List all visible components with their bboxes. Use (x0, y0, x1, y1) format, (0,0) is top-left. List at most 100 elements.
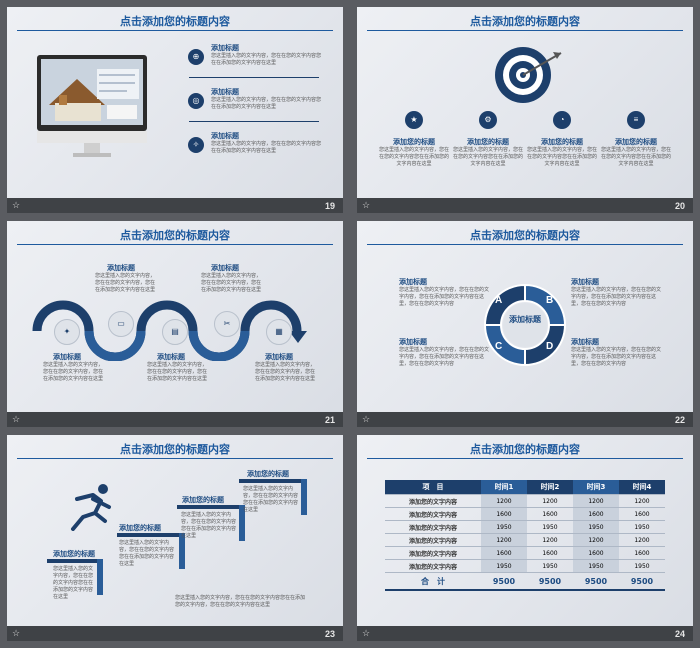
page-number: 24 (674, 629, 685, 639)
gear-badge-icon: ⚙ (479, 111, 497, 129)
step-bar (97, 559, 103, 595)
process-wave-arrow (32, 300, 307, 361)
page-number: 19 (324, 201, 335, 211)
table-cell: 1200 (619, 533, 665, 547)
title-divider (17, 458, 333, 459)
step-bar (239, 479, 305, 483)
item-heading: 添加您的标题 (541, 138, 583, 146)
item-text: 您这里插入您的文字内容，您在在您的文字内容您在在添加您的文字内容在这里 (119, 540, 175, 567)
table-cell: 1600 (527, 507, 573, 521)
step-bar (239, 505, 245, 541)
table-header-cell: 时间1 (481, 480, 527, 495)
title-divider (367, 30, 683, 31)
compass-icon: ✧ (188, 137, 204, 153)
step-bar (117, 533, 183, 537)
slide-24[interactable]: 点击添加您的标题内容 项 目 时间1 时间2 时间3 时间4 添加您的文字内容 … (357, 435, 693, 641)
table-cell: 1950 (573, 559, 619, 573)
table-cell: 添加您的文字内容 (385, 520, 481, 534)
item-text: 您这里插入您的文字内容，您在在您的文字内容，您在在添加您的文字内容在这里 (95, 273, 156, 293)
table-header-cell: 时间3 (573, 480, 619, 495)
item-text: 您这里插入您的文字内容，您在在您的文字内容您在在添加您的文字内容在这里 (243, 486, 299, 513)
slide-23[interactable]: 点击添加您的标题内容 添加您的标题 您这里插入您的文字内容，您在在您的文字内容您… (7, 435, 343, 641)
table-cell: 1950 (481, 520, 527, 534)
ring-center-label: 添加标题 (509, 315, 541, 324)
table-row: 添加您的文字内容 1200 1200 1200 1200 (385, 494, 665, 508)
slide-title: 点击添加您的标题内容 (120, 443, 230, 456)
table-cell: 1600 (527, 546, 573, 560)
table-cell: 1950 (619, 559, 665, 573)
slide-footer (7, 198, 343, 213)
item-heading: 添加标题 (211, 264, 239, 272)
step-bar (177, 505, 243, 509)
slide-footer (357, 412, 693, 427)
table-cell: 1600 (573, 507, 619, 521)
star-icon: ☆ (362, 414, 371, 424)
table-cell: 添加您的文字内容 (385, 546, 481, 560)
document-icon: ▤ (162, 319, 188, 345)
table-cell: 1950 (481, 559, 527, 573)
table-row: 添加您的文字内容 1600 1600 1600 1600 (385, 546, 665, 560)
star-badge-icon: ★ (405, 111, 423, 129)
item-heading: 添加标题 (399, 278, 427, 286)
step-bar (47, 559, 101, 563)
table-cell: 1200 (573, 533, 619, 547)
table-row: 添加您的文字内容 1950 1950 1950 1950 (385, 520, 665, 534)
item-heading: 添加标题 (265, 353, 293, 361)
table-row: 添加您的文字内容 1200 1200 1200 1200 (385, 533, 665, 547)
table-cell: 1200 (527, 533, 573, 547)
item-heading: 添加您的标题 (615, 138, 657, 146)
item-text: 您这里插入您的文字内容，您在在您的文字内容您在在添加您的文字内容在这里 (453, 147, 524, 167)
step-bar (301, 479, 307, 515)
item-heading: 添加您的标题 (53, 550, 95, 558)
table-cell: 1600 (481, 507, 527, 521)
table-cell: 9500 (573, 572, 619, 591)
table-cell: 1950 (573, 520, 619, 534)
slide-title: 点击添加您的标题内容 (470, 443, 580, 456)
ring-letter-d: D (546, 341, 554, 352)
slide-20[interactable]: 点击添加您的标题内容 ★ ⚙ ◔ ≡ 添加您的标题 您这里插入您的文字内容，您在… (357, 7, 693, 213)
table-cell: 9500 (619, 572, 665, 591)
item-text: 您这里插入您的文字内容，您在在您的文字内容您在在添加您的文字内容在这里 (527, 147, 598, 167)
chat-icon: ▭ (108, 311, 134, 337)
table-cell: 1600 (573, 546, 619, 560)
slide-19[interactable]: 点击添加您的标题内容 ⊕ 添加标题 您这里插入您的文字内容，您在在您的文字内容您… (7, 7, 343, 213)
table-header-cell: 时间2 (527, 480, 573, 495)
document-badge-icon: ≡ (627, 111, 645, 129)
item-text: 您这里插入您的文字内容，您在在您的文字内容您在在添加您的文字内容在这里 (379, 147, 450, 167)
item-text: 您这里插入您的文字内容，您在在您的文字内容，您在在添加您的文字内容在这里 (255, 362, 316, 382)
item-heading: 添加标题 (571, 338, 599, 346)
lightbulb-icon: ✦ (54, 319, 80, 345)
item-divider (189, 121, 319, 122)
abcd-ring-diagram (483, 283, 567, 367)
item-heading: 添加标题 (571, 278, 599, 286)
star-icon: ☆ (12, 200, 21, 210)
item-heading: 添加您的标题 (119, 524, 161, 532)
table-cell: 添加您的文字内容 (385, 559, 481, 573)
item-text: 您这里插入您的文字内容，您在在您的文字内容，您在在添加您的文字内容在这里 (147, 362, 208, 382)
page-number: 20 (674, 201, 685, 211)
item-text: 您这里插入您的文字内容，您在在您的文字内容您在在添加您的文字内容在这里 (211, 97, 322, 110)
table-cell: 1200 (573, 494, 619, 508)
item-text: 您这里插入您的文字内容，您在在您的文字内容您在在添加您的文字内容在这里 (211, 141, 322, 154)
slide-title: 点击添加您的标题内容 (470, 229, 580, 242)
slide-21[interactable]: 点击添加您的标题内容 ✦ ▭ ▤ ✂ ▦ 添加标题 您这里插入您的文字内容，您在… (7, 221, 343, 427)
table-cell: 1600 (481, 546, 527, 560)
item-text: 您这里插入您的文字内容，您在在您的文字内容您在在添加您的文字内容在这里 (211, 53, 322, 66)
item-text: 您这里插入您的文字内容，您在在您的文字内容，您在在添加您的文字内容在这里，您在在… (571, 287, 662, 307)
item-text: 您这里插入您的文字内容，您在在您的文字内容，您在在添加您的文字内容在这里 (43, 362, 104, 382)
table-cell: 1950 (527, 559, 573, 573)
table-cell: 合 计 (385, 572, 481, 591)
runner-icon (71, 484, 111, 531)
item-heading: 添加标题 (53, 353, 81, 361)
star-icon: ☆ (12, 414, 21, 424)
slide-title: 点击添加您的标题内容 (120, 229, 230, 242)
target-icon: ◎ (188, 93, 204, 109)
ring-letter-c: C (495, 341, 503, 352)
item-text: 您这里插入您的文字内容，您在在您的文字内容您在在添加您的文字内容在这里 (53, 566, 94, 600)
slide-22[interactable]: 点击添加您的标题内容 添加标题 A B C D 添加标题 您这里插入您的文字内容… (357, 221, 693, 427)
chart-badge-icon: ◔ (553, 111, 571, 129)
title-divider (367, 244, 683, 245)
table-row: 添加您的文字内容 1950 1950 1950 1950 (385, 559, 665, 573)
item-text: 您这里插入您的文字内容，您在在您的文字内容，您在在添加您的文字内容在这里，您在在… (399, 287, 490, 307)
table-cell: 添加您的文字内容 (385, 494, 481, 508)
